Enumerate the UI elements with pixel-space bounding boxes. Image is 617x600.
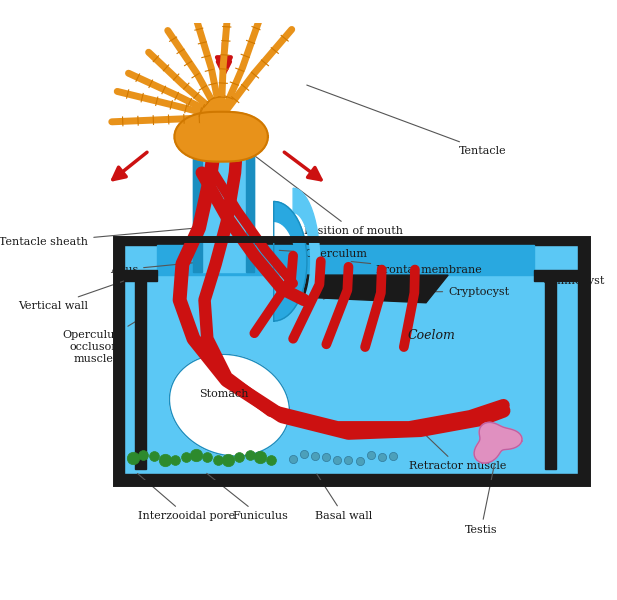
Point [344, 455, 354, 465]
Polygon shape [135, 278, 146, 469]
Text: Anus: Anus [110, 262, 206, 275]
Point [181, 452, 191, 462]
Polygon shape [246, 123, 254, 272]
Point [366, 450, 376, 460]
Text: Interzooidal pore: Interzooidal pore [138, 473, 235, 521]
Text: Operculum: Operculum [280, 249, 367, 259]
Text: Coelom: Coelom [408, 329, 455, 343]
Point [202, 452, 212, 462]
Point [128, 453, 138, 463]
Point [191, 450, 201, 460]
Polygon shape [175, 112, 268, 161]
Point [288, 454, 298, 464]
Text: Position of mouth: Position of mouth [231, 139, 403, 236]
Text: Parietal muscle: Parietal muscle [321, 280, 408, 299]
Point [245, 450, 255, 460]
Polygon shape [116, 239, 124, 482]
Point [310, 451, 320, 461]
Point [377, 452, 387, 462]
Polygon shape [157, 245, 534, 275]
Polygon shape [293, 188, 320, 334]
Polygon shape [474, 422, 522, 463]
Point [355, 457, 365, 466]
Point [388, 451, 398, 461]
Polygon shape [545, 278, 556, 469]
Polygon shape [116, 239, 587, 245]
Polygon shape [304, 275, 448, 303]
Polygon shape [124, 269, 157, 281]
Text: Tentacle sheath: Tentacle sheath [0, 228, 194, 247]
Polygon shape [534, 269, 578, 281]
Point [255, 452, 265, 462]
Polygon shape [274, 202, 307, 321]
Point [170, 455, 180, 465]
Polygon shape [170, 355, 289, 456]
Point [213, 455, 223, 465]
Text: Frontal membrane: Frontal membrane [351, 262, 482, 275]
Point [160, 455, 170, 464]
Text: Tentacle: Tentacle [307, 85, 507, 155]
Point [138, 451, 148, 460]
Text: Gymnocyst: Gymnocyst [542, 275, 605, 286]
Point [321, 452, 331, 462]
Text: Cryptocyst: Cryptocyst [407, 287, 509, 296]
Point [149, 452, 159, 461]
Point [266, 455, 276, 465]
Polygon shape [116, 239, 587, 482]
Point [223, 455, 233, 464]
Text: Funiculus: Funiculus [207, 473, 288, 521]
Polygon shape [202, 123, 246, 272]
Text: Operculum
occlusor
muscle: Operculum occlusor muscle [62, 318, 141, 364]
Polygon shape [116, 475, 587, 482]
Polygon shape [194, 123, 254, 272]
Polygon shape [194, 123, 202, 272]
Polygon shape [578, 239, 587, 482]
Text: Vertical wall: Vertical wall [19, 276, 138, 311]
Point [333, 455, 342, 465]
Text: Stomach: Stomach [199, 389, 249, 399]
Text: Basal wall: Basal wall [315, 474, 373, 521]
Text: Retractor muscle: Retractor muscle [409, 432, 507, 471]
Point [234, 452, 244, 461]
Text: Testis: Testis [465, 463, 497, 535]
Point [299, 449, 309, 459]
